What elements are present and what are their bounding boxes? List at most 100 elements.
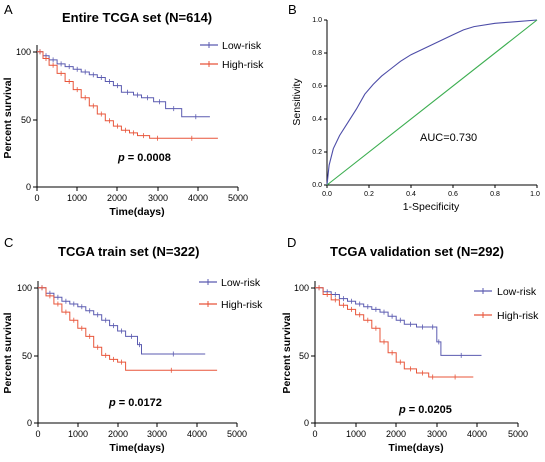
panel-a-pvalue: p = 0.0008	[117, 152, 171, 164]
panel-c-plot	[38, 285, 218, 373]
legend-low-risk-label: Low-risk	[497, 286, 537, 298]
panel-c-xticks: 0 1000 2000 3000 4000 5000	[35, 423, 247, 439]
panel-d-plot	[315, 285, 482, 380]
panel-d-xtick-label: 1000	[346, 429, 366, 439]
panel-b-ytick-label: 0.0	[312, 182, 322, 189]
panel-d-pvalue: p = 0.0205	[398, 404, 452, 416]
panel-a-xtick-label: 0	[34, 193, 39, 203]
panel-d-legend: Low-risk High-risk	[474, 286, 539, 322]
panel-b-xtick-label: 0.2	[364, 191, 374, 198]
panel-d-ytick-label: 50	[299, 351, 309, 361]
panel-a-pvalue-text: = 0.0008	[128, 152, 171, 164]
panel-a-xlabel: Time(days)	[109, 206, 164, 218]
panel-d-ylabel: Percent survival	[281, 312, 293, 393]
panel-c-xtick-label: 2000	[108, 429, 128, 439]
panel-b-auc-annotation: AUC=0.730	[420, 132, 477, 144]
panel-d-xtick-label: 3000	[427, 429, 447, 439]
panel-c-title: TCGA train set (N=322)	[58, 244, 199, 259]
panel-d-axes	[314, 281, 518, 424]
panel-a-xtick-label: 5000	[228, 193, 248, 203]
panel-c-xtick-label: 0	[35, 429, 40, 439]
panel-a-xtick-label: 4000	[188, 193, 208, 203]
panel-d: D TCGA validation set (N=292) 0 1000 200…	[281, 235, 539, 454]
panel-b-xtick-label: 0.8	[490, 191, 500, 198]
panel-a-xtick-label: 3000	[148, 193, 168, 203]
panel-a-low-risk-curve	[37, 51, 210, 118]
panel-b-xticks: 0.0 0.2 0.4 0.6 0.8 1.0	[322, 185, 540, 198]
panel-c-ylabel: Percent survival	[2, 312, 14, 393]
panel-a-title: Entire TCGA set (N=614)	[62, 10, 212, 25]
panel-b-xlabel: 1-Specificity	[403, 201, 460, 213]
panel-b-axes	[326, 20, 537, 186]
panel-b-ylabel: Sensitivity	[291, 78, 303, 126]
panel-c-ytick-label: 100	[17, 283, 32, 293]
panel-b-roc-curve	[326, 19, 538, 186]
panel-a-pvalue-p: p	[117, 152, 125, 164]
panel-c-xtick-label: 4000	[187, 429, 207, 439]
panel-b-ytick-label: 0.6	[312, 83, 322, 90]
panel-c-axes	[37, 281, 237, 424]
panel-c-ytick-label: 50	[22, 351, 32, 361]
panel-d-ytick-label: 0	[304, 418, 309, 428]
panel-d-xtick-label: 4000	[467, 429, 487, 439]
panel-d-title: TCGA validation set (N=292)	[330, 244, 504, 259]
panel-a-ytick-label: 0	[26, 182, 31, 192]
panel-b: B 0.0 0.2 0.4 0.6 0.8 1.0 0.0 0.2 0.4 0.…	[288, 2, 540, 213]
panel-a-xticks: 0 1000 2000 3000 4000 5000	[34, 187, 248, 203]
panel-b-xtick-label: 0.4	[406, 191, 416, 198]
panel-c-legend: Low-risk High-risk	[199, 277, 263, 311]
panel-a-ytick-label: 50	[21, 115, 31, 125]
legend-high-risk-label: High-risk	[222, 59, 264, 71]
panel-a-ylabel: Percent survival	[2, 77, 14, 158]
panel-b-plot	[326, 19, 538, 186]
panel-b-ytick-label: 0.8	[312, 50, 322, 57]
panel-d-xtick-label: 5000	[508, 429, 528, 439]
panel-c-low-risk-curve	[38, 287, 206, 355]
panel-d-letter: D	[287, 235, 296, 250]
panel-d-xtick-label: 2000	[386, 429, 406, 439]
panel-b-xtick-label: 0.6	[448, 191, 458, 198]
panel-d-low-risk-curve	[315, 287, 482, 356]
panel-b-ytick-label: 0.4	[312, 116, 322, 123]
panel-c-high-risk-curve	[38, 287, 218, 371]
panel-b-letter: B	[288, 2, 297, 17]
legend-high-risk-label: High-risk	[221, 299, 263, 311]
panel-d-ytick-label: 100	[294, 283, 309, 293]
panel-a-legend: Low-risk High-risk	[200, 40, 264, 71]
panel-c-xtick-label: 5000	[227, 429, 247, 439]
panel-a-axes	[36, 45, 238, 188]
panel-a-plot	[37, 49, 218, 141]
panel-b-xtick-label: 1.0	[530, 191, 540, 198]
legend-high-risk-label: High-risk	[497, 310, 539, 322]
panel-a-ytick-label: 100	[16, 47, 31, 57]
panel-c-pvalue: p = 0.0172	[108, 397, 162, 409]
panel-d-xtick-label: 0	[312, 429, 317, 439]
panel-b-xtick-label: 0.0	[322, 191, 332, 198]
panel-a-xtick-label: 1000	[67, 193, 87, 203]
panel-c-xtick-label: 1000	[68, 429, 88, 439]
legend-low-risk-label: Low-risk	[222, 40, 262, 52]
panel-d-yticks: 0 50 100	[294, 283, 315, 428]
legend-low-risk-label: Low-risk	[221, 277, 261, 289]
panel-c: C TCGA train set (N=322) 0 1000 2000 300…	[2, 235, 263, 454]
panel-b-ytick-label: 1.0	[312, 17, 322, 24]
panel-c-pvalue-p: p	[108, 397, 116, 409]
panel-a-letter: A	[4, 2, 13, 17]
panel-d-high-risk-curve	[315, 287, 474, 378]
panel-b-reference-curve	[326, 19, 538, 186]
panel-a-yticks: 0 50 100	[16, 47, 37, 192]
panel-a: A Entire TCGA set (N=614) 0 1000 2000 30…	[2, 2, 264, 218]
panel-c-ytick-label: 0	[27, 418, 32, 428]
panel-c-pvalue-text: = 0.0172	[119, 397, 162, 409]
panel-d-xticks: 0 1000 2000 3000 4000 5000	[312, 423, 528, 439]
panel-c-xlabel: Time(days)	[109, 442, 164, 454]
panel-a-high-risk-curve	[37, 51, 218, 139]
panel-c-yticks: 0 50 100	[17, 283, 38, 428]
panel-b-yticks: 0.0 0.2 0.4 0.6 0.8 1.0	[312, 17, 327, 189]
panel-d-xlabel: Time(days)	[388, 442, 443, 454]
panel-a-xtick-label: 2000	[107, 193, 127, 203]
panel-c-xtick-label: 3000	[147, 429, 167, 439]
panel-d-pvalue-p: p	[398, 404, 406, 416]
panel-d-pvalue-text: = 0.0205	[409, 404, 452, 416]
